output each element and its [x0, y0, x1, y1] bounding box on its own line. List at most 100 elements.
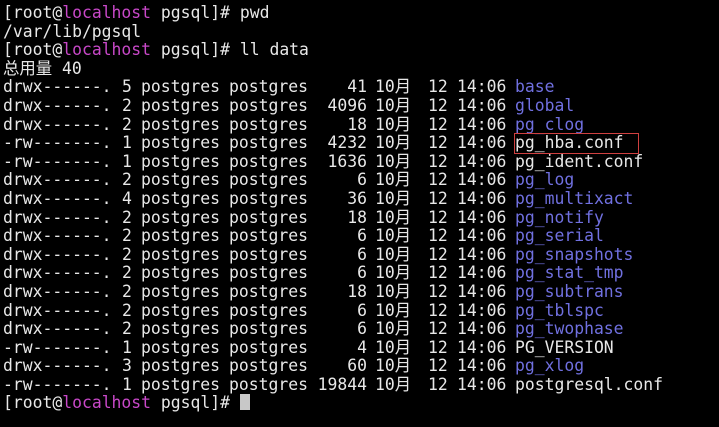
file-group: postgres — [229, 319, 308, 339]
prompt-path: pgsql]# — [151, 3, 240, 22]
file-perm: drwx------. — [3, 226, 112, 246]
file-owner: postgres — [141, 374, 220, 394]
file-time: 14:06 — [457, 263, 507, 283]
file-size: 6 — [357, 319, 367, 339]
file-name: pg_clog — [515, 114, 585, 134]
file-time: 14:06 — [457, 188, 507, 208]
file-owner: postgres — [141, 337, 220, 357]
file-links: 2 — [122, 319, 132, 339]
file-name: pg_ident.conf — [515, 151, 644, 171]
file-name: base — [515, 77, 555, 97]
file-month: 10月 — [375, 356, 412, 376]
file-size: 19844 — [317, 374, 367, 394]
prompt-user: [root@ — [3, 3, 63, 22]
file-name: pg_notify — [515, 207, 604, 227]
terminal-output[interactable]: [root@localhost pgsql]# pwd /var/lib/pgs… — [3, 3, 719, 413]
file-perm: -rw-------. — [3, 337, 112, 357]
file-day: 12 — [428, 337, 448, 357]
file-group: postgres — [229, 244, 308, 264]
file-perm: drwx------. — [3, 95, 112, 115]
file-group: postgres — [229, 95, 308, 115]
list-item: drwx------. 2 postgres postgres 6 10月 12 14:06 p… — [3, 319, 719, 339]
file-size: 6 — [357, 300, 367, 320]
file-name-highlighted: pg_hba.conf — [514, 133, 639, 154]
list-item: drwx------. 2 postgres postgres 18 10月 12 14:06… — [3, 207, 719, 228]
file-perm: drwx------. — [3, 300, 112, 320]
file-links: 1 — [122, 133, 132, 153]
file-time: 14:06 — [457, 95, 507, 115]
file-size: 6 — [357, 226, 367, 246]
file-time: 14:06 — [457, 356, 507, 376]
prompt-user: [root@ — [3, 40, 63, 60]
file-size: 18 — [347, 281, 367, 301]
prompt-path: pgsql]# — [151, 40, 240, 60]
prompt-line: [root@localhost pgsql]# pwd — [3, 3, 719, 23]
file-day: 12 — [428, 77, 448, 97]
list-item: drwx------. 2 postgres postgres 6 10月 12 14:06 p… — [3, 300, 719, 321]
file-day: 12 — [428, 244, 448, 264]
list-item: drwx------. 2 postgres postgres 18 10月 12 14:06… — [3, 114, 719, 135]
file-group: postgres — [229, 281, 308, 301]
file-name: pg_log — [515, 170, 575, 190]
file-month: 10月 — [375, 337, 412, 357]
file-month: 10月 — [375, 207, 412, 227]
file-day: 12 — [428, 114, 448, 134]
file-perm: drwx------. — [3, 170, 112, 190]
file-size: 1636 — [327, 151, 367, 171]
list-item: drwx------. 2 postgres postgres 6 10月 12 14:06 p… — [3, 244, 719, 265]
file-month: 10月 — [375, 170, 412, 190]
file-group: postgres — [229, 114, 308, 134]
prompt-line[interactable]: [root@localhost pgsql]# — [3, 394, 719, 413]
file-month: 10月 — [375, 114, 412, 134]
file-links: 2 — [122, 263, 132, 283]
file-name: pg_multixact — [515, 188, 634, 208]
file-owner: postgres — [141, 319, 220, 339]
file-month: 10月 — [375, 244, 412, 264]
file-perm: drwx------. — [3, 114, 112, 134]
file-month: 10月 — [375, 300, 412, 320]
file-name: pg_snapshots — [515, 244, 634, 264]
file-time: 14:06 — [457, 133, 507, 153]
file-perm: drwx------. — [3, 263, 112, 283]
file-month: 10月 — [375, 281, 412, 301]
list-item: drwx------. 2 postgres postgres 6 10月 12 14:06 p… — [3, 171, 719, 190]
file-time: 14:06 — [457, 374, 507, 394]
file-perm: drwx------. — [3, 281, 112, 301]
file-group: postgres — [229, 151, 308, 171]
file-group: postgres — [229, 207, 308, 227]
file-links: 1 — [122, 151, 132, 171]
file-day: 12 — [428, 226, 448, 246]
file-size: 18 — [347, 207, 367, 227]
file-perm: drwx------. — [3, 319, 112, 339]
file-size: 6 — [357, 170, 367, 190]
file-perm: drwx------. — [3, 77, 112, 97]
prompt-host: localhost — [62, 40, 152, 60]
file-name: pg_serial — [515, 226, 604, 246]
list-item: drwx------. 2 postgres postgres 18 10月 12 14:06… — [3, 281, 719, 302]
file-group: postgres — [229, 77, 308, 97]
file-perm: -rw-------. — [3, 133, 112, 153]
file-day: 12 — [428, 374, 448, 394]
total-line: 总用量 40 — [3, 58, 82, 78]
file-owner: postgres — [141, 77, 220, 97]
prompt-user: [root@ — [3, 393, 63, 413]
file-month: 10月 — [375, 95, 412, 115]
file-owner: postgres — [141, 133, 220, 153]
file-perm: drwx------. — [3, 356, 112, 376]
list-item: -rw-------. 1 postgres postgres 1636 10月 12 14:… — [3, 151, 719, 172]
file-day: 12 — [428, 133, 448, 153]
file-size: 36 — [347, 188, 367, 208]
file-group: postgres — [229, 263, 308, 283]
file-name: pg_subtrans — [515, 281, 624, 301]
file-group: postgres — [229, 374, 308, 394]
file-links: 2 — [122, 170, 132, 190]
file-day: 12 — [428, 170, 448, 190]
file-size: 4096 — [327, 95, 367, 115]
list-item: -rw-------. 1 postgres postgres 4 10月 12 14:06 P… — [3, 337, 719, 358]
file-size: 60 — [347, 356, 367, 376]
file-name: pg_xlog — [515, 356, 585, 376]
prompt-line: [root@localhost pgsql]# ll data — [3, 40, 719, 60]
file-links: 2 — [122, 207, 132, 227]
file-day: 12 — [428, 95, 448, 115]
file-owner: postgres — [141, 207, 220, 227]
